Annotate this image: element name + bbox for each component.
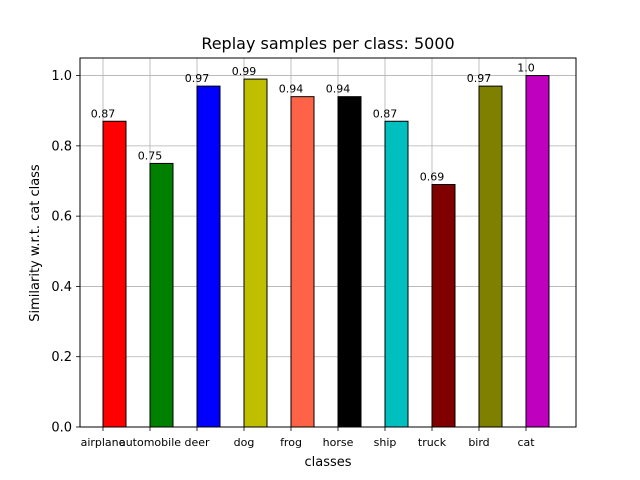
y-axis-ticks: 0.0 0.2 0.4 0.6 0.8 1.0 <box>51 69 80 436</box>
x-tick-label-bird: bird <box>468 436 489 449</box>
bar-cat <box>525 75 550 428</box>
bar-dog <box>243 78 268 428</box>
data-label-cat: 1.0 <box>517 62 535 75</box>
x-tick-label-dog: dog <box>234 436 255 449</box>
bar-frog <box>290 96 315 428</box>
y-tick-label: 0.8 <box>51 139 72 154</box>
x-tick-label-frog: frog <box>280 436 302 449</box>
bar-bird <box>478 85 503 428</box>
x-tick-label-cat: cat <box>517 436 535 449</box>
data-label-automobile: 0.75 <box>138 149 163 162</box>
x-axis-label: classes <box>304 455 351 470</box>
data-label-truck: 0.69 <box>420 171 445 184</box>
data-label-deer: 0.97 <box>185 72 210 85</box>
data-label-frog: 0.94 <box>279 83 304 96</box>
data-labels: 0.87 0.75 0.97 0.99 0.94 0.94 0.87 0.69 0.97 1.0 <box>91 62 535 184</box>
x-tick-label-horse: horse <box>323 436 354 449</box>
plot-area-frame <box>79 57 577 428</box>
y-axis-label: Similarity w.r.t. cat class <box>28 164 43 322</box>
data-label-bird: 0.97 <box>467 72 492 85</box>
data-label-dog: 0.99 <box>232 65 257 78</box>
x-tick-label-truck: truck <box>418 436 447 449</box>
bar-truck <box>431 184 456 428</box>
y-tick-label: 0.0 <box>51 421 72 436</box>
data-label-airplane: 0.87 <box>91 107 116 120</box>
bars <box>102 75 550 428</box>
y-tick-label: 1.0 <box>51 69 72 84</box>
x-tick-label-airplane: airplane <box>81 436 126 449</box>
y-tick-label: 0.4 <box>51 280 72 295</box>
bar-deer <box>196 85 221 428</box>
x-tick-label-deer: deer <box>184 436 210 449</box>
bar-airplane <box>102 120 127 428</box>
bar-horse <box>337 96 362 428</box>
bar-automobile <box>149 162 174 428</box>
x-tick-label-ship: ship <box>374 436 397 449</box>
data-label-ship: 0.87 <box>373 107 398 120</box>
chart-title: Replay samples per class: 5000 <box>201 34 454 53</box>
bar-ship <box>384 120 409 428</box>
y-tick-label: 0.2 <box>51 350 72 365</box>
x-tick-label-automobile: automobile <box>119 436 181 449</box>
y-tick-label: 0.6 <box>51 210 72 225</box>
data-label-horse: 0.94 <box>326 83 351 96</box>
